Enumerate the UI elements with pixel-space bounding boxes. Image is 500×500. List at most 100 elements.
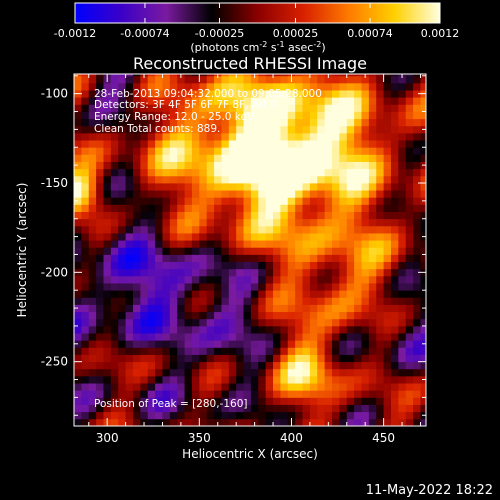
heatmap-cell <box>81 418 90 427</box>
heatmap-cell <box>88 261 97 270</box>
heatmap-cell <box>206 147 215 155</box>
heatmap-cell <box>214 147 222 155</box>
heatmap-cell <box>420 168 427 177</box>
heatmap-cell <box>273 361 281 370</box>
heatmap-cell <box>206 375 215 384</box>
heatmap-cell <box>265 233 274 241</box>
heatmap-cell <box>317 125 326 134</box>
heatmap-cell <box>346 275 355 284</box>
heatmap-cell <box>177 118 185 127</box>
heatmap-cell <box>221 268 230 277</box>
heatmap-cell <box>118 97 127 105</box>
heatmap-cell <box>110 161 119 170</box>
heatmap-cell <box>339 204 348 212</box>
heatmap-cell <box>273 154 281 162</box>
heatmap-cell <box>81 340 90 348</box>
heatmap-cell <box>147 125 156 134</box>
heatmap-cell <box>184 132 193 141</box>
heatmap-cell <box>177 175 185 184</box>
heatmap-cell <box>147 318 156 327</box>
heatmap-cell <box>140 340 149 348</box>
heatmap-cell <box>317 75 326 84</box>
heatmap-cell <box>74 325 82 334</box>
heatmap-cell <box>236 90 244 98</box>
heatmap-cell <box>354 333 362 341</box>
heatmap-cell <box>199 104 208 112</box>
heatmap-cell <box>250 104 259 112</box>
heatmap-cell <box>376 74 385 77</box>
heatmap-cell <box>110 97 119 105</box>
heatmap-cell <box>221 325 230 334</box>
heatmap-cell <box>214 111 222 120</box>
heatmap-cell <box>236 197 244 205</box>
heatmap-cell <box>103 197 112 205</box>
heatmap-cell <box>280 304 289 313</box>
heatmap-cell <box>420 175 427 184</box>
heatmap-cell <box>88 247 97 255</box>
heatmap-cell <box>354 354 362 363</box>
heatmap-cell <box>295 240 303 248</box>
heatmap-cell <box>265 247 274 255</box>
heatmap-cell <box>88 140 97 148</box>
heatmap-cell <box>74 147 82 155</box>
heatmap-cell <box>177 211 185 220</box>
heatmap-cell <box>420 254 427 263</box>
x-tick-label: 350 <box>188 431 211 445</box>
heatmap-cell <box>155 268 163 277</box>
heatmap-cell <box>354 411 362 420</box>
heatmap-cell <box>81 368 90 377</box>
heatmap-cell <box>287 161 296 170</box>
heatmap-cell <box>390 140 399 148</box>
heatmap-cell <box>324 182 333 191</box>
heatmap-cell <box>214 211 222 220</box>
heatmap-cell <box>125 304 134 313</box>
heatmap-cell <box>383 311 392 320</box>
heatmap-cell <box>243 283 252 291</box>
heatmap-cell <box>228 247 237 255</box>
heatmap-cell <box>162 140 171 148</box>
heatmap-cell <box>383 168 392 177</box>
heatmap-cell <box>155 154 163 162</box>
heatmap-cell <box>221 204 230 212</box>
heatmap-cell <box>162 111 171 120</box>
heatmap-cell <box>184 204 193 212</box>
unit-exp: -2 <box>313 40 321 49</box>
heatmap-cell <box>273 347 281 355</box>
heatmap-cell <box>398 361 407 370</box>
heatmap-cell <box>368 283 377 291</box>
heatmap-cell <box>206 261 215 270</box>
heatmap-cell <box>236 304 244 313</box>
heatmap-cell <box>302 354 311 363</box>
heatmap-cell <box>317 361 326 370</box>
heatmap-cell <box>125 268 134 277</box>
heatmap-cell <box>376 311 385 320</box>
heatmap-cell <box>420 397 427 405</box>
heatmap-cell <box>413 354 421 363</box>
heatmap-cell <box>125 411 134 420</box>
heatmap-cell <box>243 161 252 170</box>
heatmap-cell <box>346 383 355 391</box>
heatmap-cell <box>74 218 82 227</box>
heatmap-cell <box>214 97 222 105</box>
heatmap-cell <box>184 247 193 255</box>
heatmap-cell <box>177 82 185 91</box>
heatmap-cell <box>302 304 311 313</box>
heatmap-cell <box>118 168 127 177</box>
heatmap-cell <box>317 247 326 255</box>
heatmap-cell <box>103 275 112 284</box>
heatmap-cell <box>383 375 392 384</box>
heatmap-cell <box>125 354 134 363</box>
heatmap-cell <box>295 411 303 420</box>
heatmap-cell <box>390 418 399 427</box>
heatmap-cell <box>361 240 370 248</box>
heatmap-cell <box>96 190 104 198</box>
heatmap-cell <box>88 240 97 248</box>
heatmap-cell <box>199 190 208 198</box>
heatmap-cell <box>309 283 318 291</box>
heatmap-cell <box>273 397 281 405</box>
colorbar-ticks: -0.0012 -0.00074 -0.00025 0.00025 0.00074 0.0… <box>54 3 459 40</box>
heatmap-cell <box>147 104 156 112</box>
heatmap-cell <box>398 397 407 405</box>
heatmap-cell <box>317 154 326 162</box>
heatmap-cell <box>273 304 281 313</box>
